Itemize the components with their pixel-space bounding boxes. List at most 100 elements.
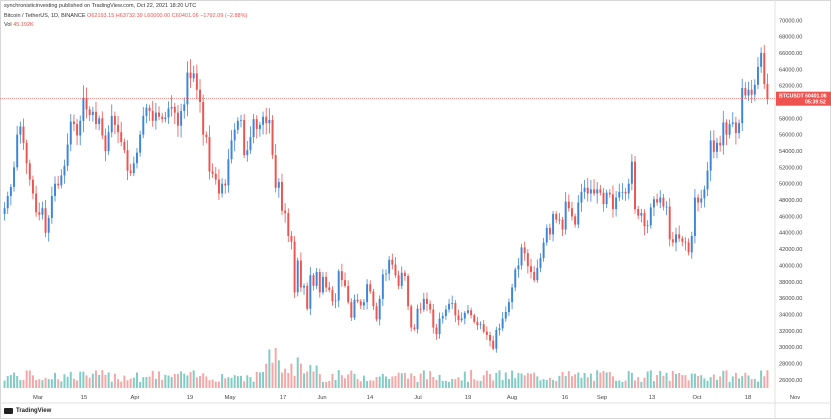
candle-body <box>154 112 157 121</box>
volume-bar <box>511 370 514 388</box>
candle-body <box>28 163 31 180</box>
candle-body <box>249 137 252 151</box>
candle-body <box>596 189 599 194</box>
candle-body <box>756 66 759 85</box>
chart-legend: Bitcoin / TetherUS, 1D, BINANCE O62193.1… <box>4 13 247 19</box>
volume-bar <box>366 380 369 388</box>
candle-body <box>731 122 734 125</box>
candle-body <box>766 84 769 99</box>
volume-bar <box>536 376 539 388</box>
candle-body <box>3 208 6 214</box>
volume-bar <box>571 376 573 388</box>
candle-body <box>381 274 384 299</box>
volume-bar <box>444 380 447 388</box>
volume-bar <box>139 381 142 388</box>
candle-body <box>356 299 359 302</box>
candle-body <box>630 161 633 184</box>
candle-body <box>337 271 340 301</box>
volume-bar <box>340 375 343 388</box>
volume-bar <box>72 378 75 388</box>
candle-body <box>321 276 324 293</box>
volume-bar <box>593 380 596 388</box>
candle-body <box>574 216 577 225</box>
volume-bar <box>470 370 473 388</box>
candle-body <box>375 306 378 320</box>
candle-body <box>60 175 63 186</box>
y-tick-label: 56000.00 <box>779 133 802 139</box>
volume-bar <box>608 371 611 388</box>
candle-body <box>662 197 665 207</box>
volume-bar <box>448 381 451 388</box>
y-tick-label: 34000.00 <box>779 312 802 318</box>
volume-bar <box>217 381 220 388</box>
volume-bar <box>233 375 236 388</box>
volume-bar <box>526 372 529 388</box>
candle-body <box>13 167 16 187</box>
volume-bar <box>479 380 482 388</box>
volume-bar <box>678 372 681 388</box>
volume-bar <box>574 374 577 388</box>
candle-body <box>555 213 558 220</box>
candle-body <box>274 155 277 188</box>
candle-body <box>325 276 328 288</box>
candle-body <box>448 303 451 310</box>
candle-body <box>659 197 662 203</box>
candle-body <box>634 161 637 210</box>
candle-body <box>306 285 309 309</box>
candle-body <box>741 88 744 124</box>
volume-bar <box>520 373 523 388</box>
candle-body <box>315 271 318 286</box>
volume-bar <box>504 372 507 388</box>
volume-bar <box>489 374 492 388</box>
candle-body <box>95 111 97 125</box>
volume-bar <box>25 370 28 388</box>
volume-bar <box>158 371 161 388</box>
candle-body <box>712 140 715 152</box>
volume-bar <box>312 371 315 388</box>
symbol-label[interactable]: Bitcoin / TetherUS, 1D, BINANCE <box>4 13 86 19</box>
x-tick-label: 16 <box>562 395 568 401</box>
candle-body <box>533 271 536 281</box>
volume-bar <box>681 375 684 388</box>
volume-bar <box>60 381 63 388</box>
candle-body <box>195 73 198 90</box>
volume-bar <box>684 375 687 388</box>
candle-body <box>463 312 466 319</box>
volume-bar <box>589 373 592 388</box>
candle-body <box>385 273 387 275</box>
x-tick-label: Jun <box>317 395 326 401</box>
volume-bar <box>700 375 703 388</box>
candle-body <box>290 236 293 242</box>
candle-body <box>312 275 315 286</box>
volume-bar <box>709 377 712 388</box>
x-tick-label: Oct <box>692 395 701 401</box>
volume-bar <box>142 377 145 388</box>
candle-body <box>265 116 268 124</box>
candle-body <box>693 197 696 236</box>
volume-bar <box>268 349 271 388</box>
price-tag-price: 60401.06 <box>805 94 827 100</box>
candle-body <box>57 183 60 186</box>
volume-bar <box>135 372 138 388</box>
volume-bar <box>31 375 34 388</box>
candle-body <box>703 189 706 199</box>
volume-bar <box>255 371 258 388</box>
tradingview-logo[interactable]: TradingView <box>4 408 51 414</box>
candle-body <box>511 287 514 303</box>
candle-body <box>31 179 34 194</box>
candle-body <box>397 275 400 286</box>
volume-bar <box>347 374 350 388</box>
candle-body <box>441 316 444 319</box>
volume-bar <box>652 381 655 388</box>
volume-value: 45.192K <box>13 22 34 28</box>
candle-body <box>460 318 463 321</box>
tradingview-label: TradingView <box>16 408 52 414</box>
volume-bar <box>299 363 302 388</box>
candle-body <box>466 310 469 313</box>
volume-bar <box>605 372 608 388</box>
candle-body <box>142 115 145 135</box>
candle-body <box>9 186 12 196</box>
candle-body <box>303 285 306 288</box>
candle-body <box>618 191 621 198</box>
